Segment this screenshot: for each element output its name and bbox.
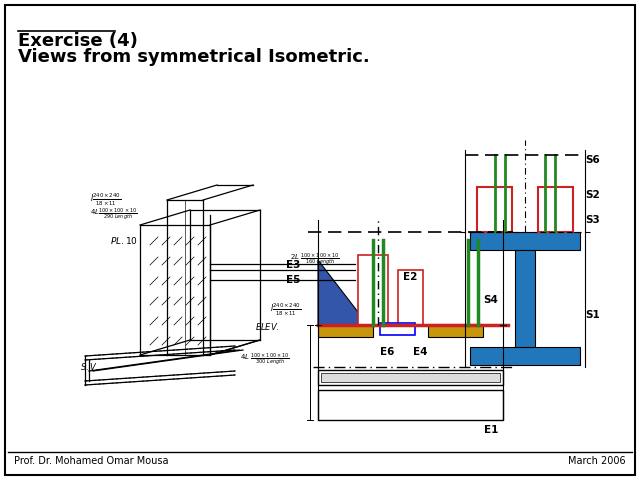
Bar [318,370,503,385]
Bar [477,187,512,232]
Text: Exercise (4): Exercise (4) [18,32,138,50]
Bar [538,187,573,232]
Text: $ELEV.$: $ELEV.$ [255,322,280,333]
Polygon shape [318,260,368,325]
Text: Views from symmetrical Isometric.: Views from symmetrical Isometric. [18,48,370,66]
Bar [318,324,373,337]
Bar [358,255,388,325]
Text: March 2006: March 2006 [568,456,626,466]
Text: E6: E6 [380,347,394,357]
Text: S6: S6 [585,155,600,165]
Bar [428,324,483,337]
Bar [380,323,415,335]
Text: $4L\ \frac{100\times100\times10}{300\ Length}$: $4L\ \frac{100\times100\times10}{300\ Le… [240,352,289,368]
Bar [398,270,423,325]
Text: E3: E3 [285,260,300,270]
Text: $2L\ \frac{100\times100\times10}{160\ Length}$: $2L\ \frac{100\times100\times10}{160\ Le… [290,252,340,268]
Text: Prof. Dr. Mohamed Omar Mousa: Prof. Dr. Mohamed Omar Mousa [14,456,168,466]
Text: $I \frac{240\times240}{18\times11}$: $I \frac{240\times240}{18\times11}$ [90,192,121,208]
Text: $PL.10$: $PL.10$ [110,235,138,245]
FancyBboxPatch shape [5,5,635,475]
Bar [470,347,580,365]
Text: S3: S3 [585,215,600,225]
Text: S1: S1 [585,310,600,320]
Bar [515,250,535,350]
Text: E5: E5 [285,275,300,285]
Bar [321,373,500,382]
Bar [318,390,503,420]
Text: E4: E4 [413,347,428,357]
Text: $4L \frac{100\times100\times10}{290\ Length}$: $4L \frac{100\times100\times10}{290\ Len… [90,207,138,223]
Bar [470,232,580,250]
Text: E2: E2 [403,272,417,282]
Text: $I \frac{240\times240}{18\times11}$: $I \frac{240\times240}{18\times11}$ [270,302,301,318]
Text: S2: S2 [585,190,600,200]
Text: S4: S4 [483,295,498,305]
Text: $S.V.$: $S.V.$ [80,361,99,372]
Text: E1: E1 [484,425,498,435]
